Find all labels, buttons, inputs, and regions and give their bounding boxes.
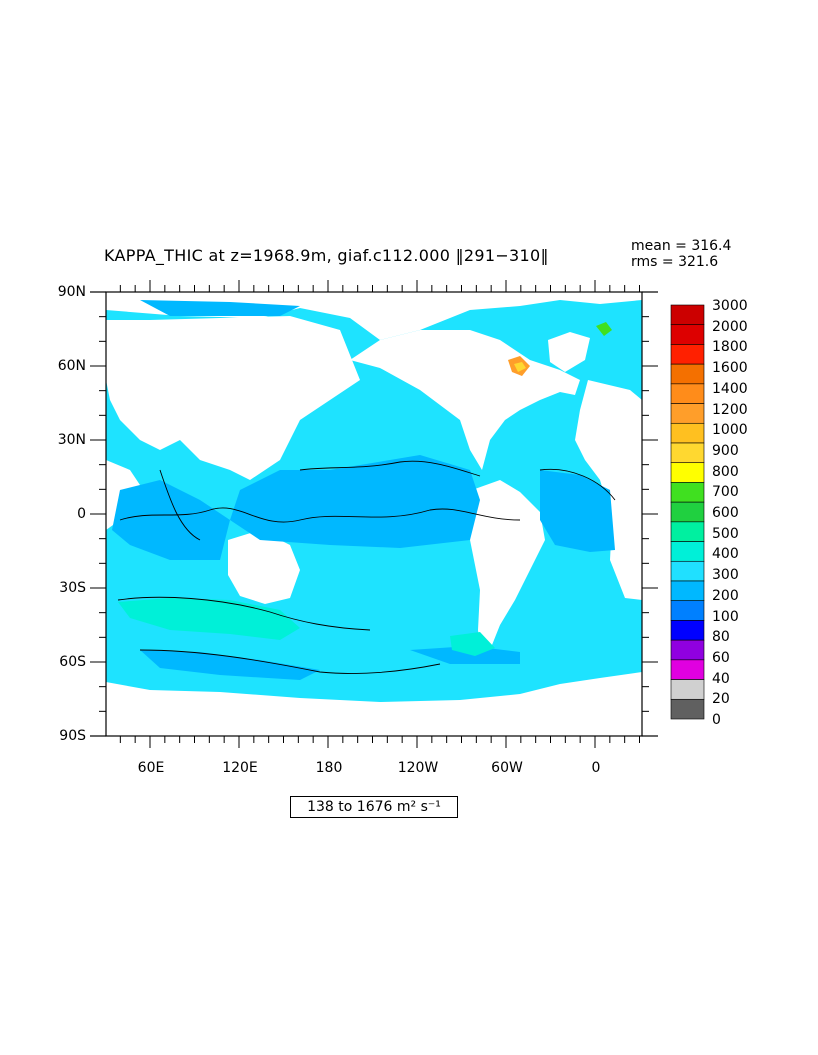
colorbar-swatch	[670, 383, 705, 404]
y-tick-30s: 30S	[59, 580, 86, 596]
asia-land	[106, 316, 360, 480]
colorbar-label: 700	[712, 484, 739, 501]
colorbar-label: 1000	[712, 422, 748, 439]
band-200-300-pacific	[230, 455, 480, 548]
range-box: 138 to 1676 m² s⁻¹	[290, 796, 458, 818]
hotspot-green	[596, 322, 612, 336]
colorbar-label: 900	[712, 442, 739, 459]
colorbar-swatch	[670, 600, 705, 621]
y-tick-60n: 60N	[57, 358, 86, 374]
colorbar-swatch	[670, 659, 705, 680]
colorbar-swatch	[670, 442, 705, 464]
colorbar-swatch	[670, 363, 705, 385]
colorbar-swatch	[670, 620, 705, 641]
south-america-land	[465, 480, 545, 660]
y-tick-90n: 90N	[57, 284, 86, 300]
band-400-500-drake	[450, 632, 495, 656]
x-tick-60e: 60E	[137, 760, 165, 776]
colorbar-label: 1200	[712, 401, 748, 418]
band-200-300-atlantic	[540, 470, 615, 552]
colorbar-label: 600	[712, 505, 739, 521]
colorbar-swatch	[670, 482, 705, 503]
hotspot-yellow	[514, 362, 526, 372]
colorbar-swatch	[670, 541, 705, 562]
contour-lines	[117, 460, 616, 675]
colorbar-label: 40	[712, 670, 730, 687]
colorbar-label: 300	[712, 567, 739, 584]
colorbar	[670, 304, 705, 720]
colorbar-label: 200	[712, 587, 739, 604]
x-tick-120w: 120W	[397, 760, 439, 776]
y-tick-30n: 30N	[57, 432, 86, 448]
map-field	[106, 292, 642, 736]
colorbar-label: 3000	[712, 298, 748, 314]
colorbar-swatch	[670, 304, 705, 326]
colorbar-label: 800	[712, 463, 739, 480]
colorbar-label: 1800	[712, 339, 748, 356]
band-200-300-arctic	[140, 300, 300, 316]
stats-box: mean = 316.4 rms = 321.6	[631, 238, 731, 270]
colorbar-label: 60	[712, 649, 730, 666]
colorbar-swatch	[670, 698, 705, 720]
colorbar-swatch	[670, 580, 705, 602]
x-tick-0: 0	[591, 760, 601, 776]
band-200-300-indian	[112, 480, 230, 560]
band-400-500-southern	[118, 598, 300, 640]
colorbar-swatch	[670, 560, 705, 582]
colorbar-swatch	[670, 344, 705, 365]
y-tick-60s: 60S	[59, 654, 86, 670]
colorbar-swatch	[670, 639, 705, 661]
colorbar-swatch	[670, 521, 705, 542]
rms-stat: rms = 321.6	[631, 254, 719, 270]
colorbar-swatch	[670, 679, 705, 700]
plot-title: KAPPA_THIC at z=1968.9m, giaf.c112.000 ‖…	[104, 246, 549, 265]
colorbar-label: 500	[712, 525, 739, 542]
band-200-300-southern	[140, 650, 320, 680]
colorbar-label: 80	[712, 629, 730, 646]
colorbar-swatch	[670, 422, 705, 444]
x-tick-60w: 60W	[491, 760, 523, 776]
band-200-300-southern-atlantic	[410, 646, 520, 664]
colorbar-label: 100	[712, 608, 739, 625]
x-tick-180: 180	[315, 760, 343, 776]
colorbar-label: 1600	[712, 360, 748, 377]
colorbar-label: 0	[712, 712, 721, 728]
colorbar-label: 1400	[712, 380, 748, 397]
colorbar-label: 2000	[712, 318, 748, 335]
antarctica-land	[106, 672, 642, 736]
mean-stat: mean = 316.4	[631, 238, 732, 254]
colorbar-swatch	[670, 403, 705, 424]
x-tick-120e: 120E	[222, 760, 258, 776]
y-tick-0: 0	[77, 506, 86, 522]
colorbar-swatch	[670, 462, 705, 483]
colorbar-label: 400	[712, 546, 739, 563]
colorbar-swatch	[670, 324, 705, 345]
australia-land	[228, 530, 300, 604]
greenland-land	[548, 332, 590, 372]
axis-ticks	[90, 280, 658, 748]
colorbar-swatch	[670, 501, 705, 523]
y-tick-90s: 90S	[59, 728, 86, 744]
colorbar-label: 20	[712, 691, 730, 708]
